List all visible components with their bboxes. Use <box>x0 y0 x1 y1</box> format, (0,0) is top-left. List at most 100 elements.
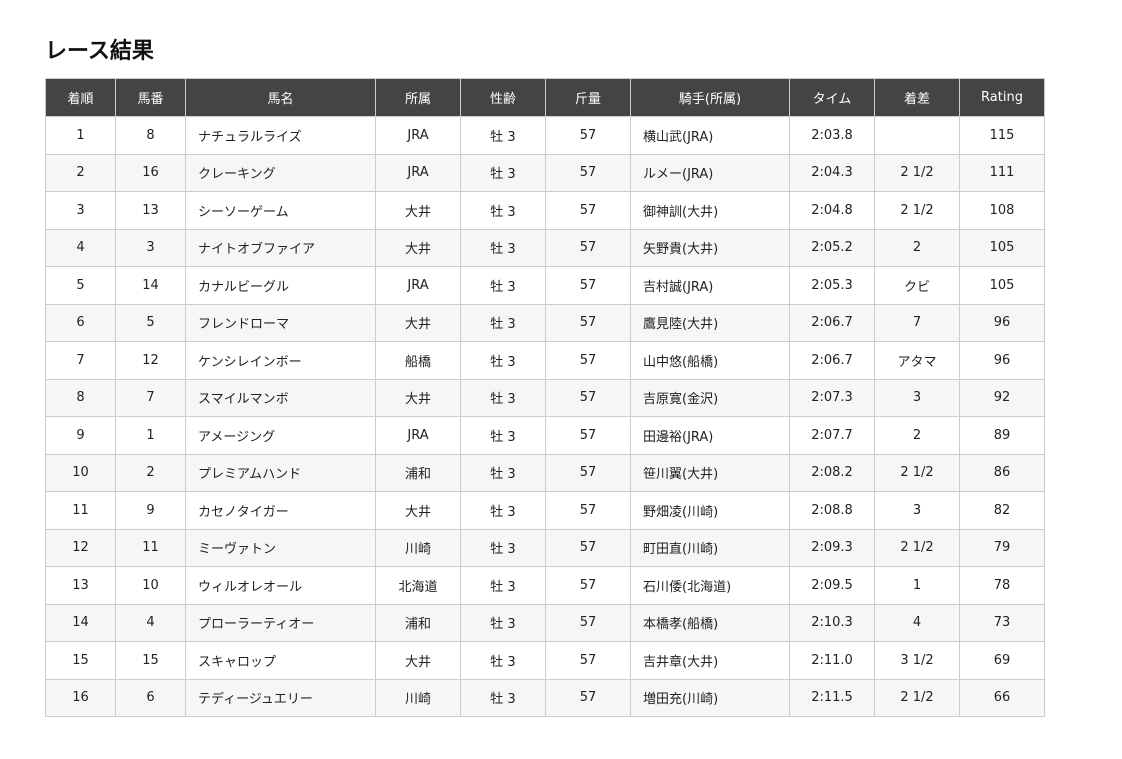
cell-horse-name: ケンシレインボー <box>185 341 376 380</box>
cell-margin <box>874 116 960 155</box>
cell-weight: 57 <box>545 678 631 717</box>
cell-margin: 2 1/2 <box>874 453 960 492</box>
cell-horse-name: クレーキング <box>185 153 376 192</box>
cell-sex-age: 牡 3 <box>460 528 546 567</box>
cell-weight: 57 <box>545 228 631 267</box>
cell-weight: 57 <box>545 603 631 642</box>
column-header-time: タイム <box>789 78 875 117</box>
column-header-weight: 斤量 <box>545 78 631 117</box>
cell-rank: 12 <box>45 528 116 567</box>
cell-horse-number: 2 <box>115 453 186 492</box>
cell-horse-number: 12 <box>115 341 186 380</box>
table-row: 10 2 プレミアムハンド 浦和牡 3 57 笹川翼(大井) 2:08.2 2 1/2 86 <box>45 453 1045 492</box>
cell-rating: 96 <box>959 341 1045 380</box>
cell-sex-age: 牡 3 <box>460 116 546 155</box>
cell-sex-age: 牡 3 <box>460 641 546 680</box>
cell-jockey: 田邊裕(JRA) <box>630 416 790 455</box>
cell-horse-name: ナチュラルライズ <box>185 116 376 155</box>
cell-weight: 57 <box>545 566 631 605</box>
cell-horse-number: 14 <box>115 266 186 305</box>
cell-sex-age: 牡 3 <box>460 416 546 455</box>
cell-margin: クビ <box>874 266 960 305</box>
column-header-horse-name: 馬名 <box>185 78 376 117</box>
cell-horse-name: アメージング <box>185 416 376 455</box>
table-row: 4 3 ナイトオブファイア 大井牡 3 57 矢野貴(大井) 2:05.2 2 105 <box>45 228 1045 267</box>
table-row: 7 12 ケンシレインボー 船橋牡 3 57 山中悠(船橋) 2:06.7 アタマ 96 <box>45 341 1045 380</box>
cell-weight: 57 <box>545 416 631 455</box>
cell-rank: 10 <box>45 453 116 492</box>
cell-sex-age: 牡 3 <box>460 191 546 230</box>
table-row: 15 15 スキャロップ 大井牡 3 57 吉井章(大井) 2:11.0 3 1/2 69 <box>45 641 1045 680</box>
cell-rank: 3 <box>45 191 116 230</box>
cell-margin: 2 <box>874 228 960 267</box>
cell-sex-age: 牡 3 <box>460 378 546 417</box>
cell-time: 2:07.3 <box>789 378 875 417</box>
cell-horse-name: フレンドローマ <box>185 303 376 342</box>
cell-affiliation: 川崎 <box>375 678 461 717</box>
column-header-rank: 着順 <box>45 78 116 117</box>
race-results-table: 着順 馬番 馬名 所属 性齢 斤量 騎手(所属) タイム 着差 Rating 1 8 ナチュラルライズ… <box>45 78 1045 717</box>
cell-horse-number: 6 <box>115 678 186 717</box>
cell-horse-number: 3 <box>115 228 186 267</box>
cell-affiliation: 大井 <box>375 641 461 680</box>
cell-sex-age: 牡 3 <box>460 341 546 380</box>
cell-margin: アタマ <box>874 341 960 380</box>
cell-affiliation: 大井 <box>375 228 461 267</box>
cell-affiliation: 浦和 <box>375 453 461 492</box>
cell-weight: 57 <box>545 341 631 380</box>
cell-horse-name: テディージュエリー <box>185 678 376 717</box>
cell-weight: 57 <box>545 641 631 680</box>
table-row: 6 5 フレンドローマ 大井牡 3 57 鷹見陸(大井) 2:06.7 7 96 <box>45 303 1045 342</box>
cell-time: 2:04.8 <box>789 191 875 230</box>
cell-rank: 5 <box>45 266 116 305</box>
cell-rating: 73 <box>959 603 1045 642</box>
cell-rank: 9 <box>45 416 116 455</box>
column-header-margin: 着差 <box>874 78 960 117</box>
cell-horse-name: ウィルオレオール <box>185 566 376 605</box>
cell-rating: 92 <box>959 378 1045 417</box>
cell-margin: 2 1/2 <box>874 678 960 717</box>
cell-rating: 89 <box>959 416 1045 455</box>
cell-sex-age: 牡 3 <box>460 603 546 642</box>
cell-sex-age: 牡 3 <box>460 266 546 305</box>
cell-time: 2:11.0 <box>789 641 875 680</box>
cell-jockey: 吉原寛(金沢) <box>630 378 790 417</box>
cell-weight: 57 <box>545 491 631 530</box>
table-row: 8 7 スマイルマンボ 大井牡 3 57 吉原寛(金沢) 2:07.3 3 92 <box>45 378 1045 417</box>
table-row: 9 1 アメージング JRA 牡 3 57 田邊裕(JRA) 2:07.7 2 89 <box>45 416 1045 455</box>
cell-rank: 15 <box>45 641 116 680</box>
cell-affiliation: 浦和 <box>375 603 461 642</box>
cell-jockey: 山中悠(船橋) <box>630 341 790 380</box>
cell-rating: 105 <box>959 266 1045 305</box>
cell-jockey: 横山武(JRA) <box>630 116 790 155</box>
cell-rank: 13 <box>45 566 116 605</box>
cell-jockey: 笹川翼(大井) <box>630 453 790 492</box>
cell-affiliation: 船橋 <box>375 341 461 380</box>
column-header-affiliation: 所属 <box>375 78 461 117</box>
cell-time: 2:08.8 <box>789 491 875 530</box>
table-row: 12 11 ミーヴァトン 川崎牡 3 57 町田直(川崎) 2:09.3 2 1/2 79 <box>45 528 1045 567</box>
cell-rank: 11 <box>45 491 116 530</box>
cell-jockey: 町田直(川崎) <box>630 528 790 567</box>
cell-margin: 4 <box>874 603 960 642</box>
cell-horse-number: 9 <box>115 491 186 530</box>
cell-sex-age: 牡 3 <box>460 678 546 717</box>
cell-horse-name: スマイルマンボ <box>185 378 376 417</box>
cell-margin: 3 1/2 <box>874 641 960 680</box>
cell-rank: 8 <box>45 378 116 417</box>
cell-horse-name: カナルビーグル <box>185 266 376 305</box>
cell-time: 2:11.5 <box>789 678 875 717</box>
page-title: レース結果 <box>45 39 154 64</box>
cell-time: 2:05.2 <box>789 228 875 267</box>
cell-horse-number: 5 <box>115 303 186 342</box>
cell-time: 2:06.7 <box>789 303 875 342</box>
cell-rank: 4 <box>45 228 116 267</box>
cell-sex-age: 牡 3 <box>460 566 546 605</box>
cell-margin: 3 <box>874 491 960 530</box>
cell-weight: 57 <box>545 153 631 192</box>
cell-jockey: ルメー(JRA) <box>630 153 790 192</box>
cell-horse-number: 16 <box>115 153 186 192</box>
column-header-sex-age: 性齢 <box>460 78 546 117</box>
cell-affiliation: 川崎 <box>375 528 461 567</box>
cell-rank: 16 <box>45 678 116 717</box>
